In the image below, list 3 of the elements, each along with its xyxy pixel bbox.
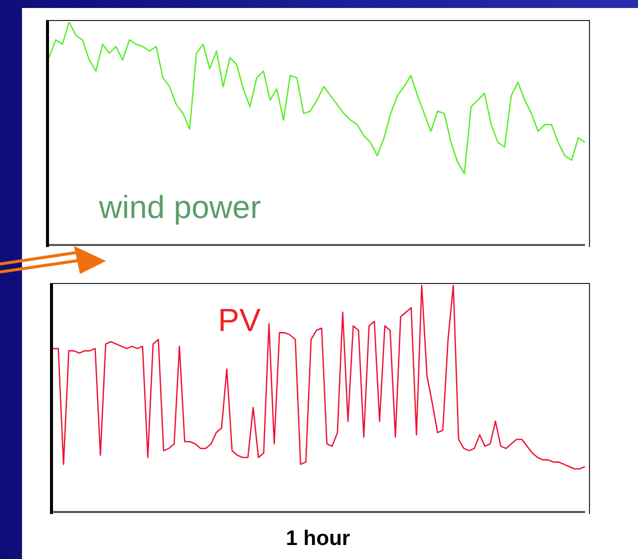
series-label: PV xyxy=(218,302,261,338)
x-axis-title: 1 hour xyxy=(284,527,352,551)
text: wind power xyxy=(99,189,261,225)
